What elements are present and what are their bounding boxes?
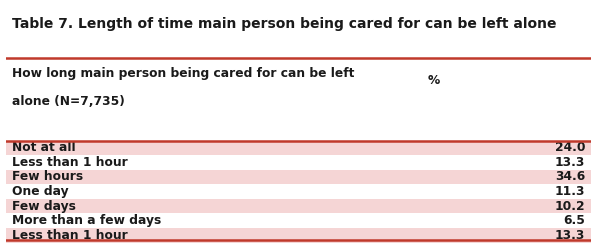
Text: Less than 1 hour: Less than 1 hour [12, 229, 128, 242]
Text: 13.3: 13.3 [555, 156, 585, 169]
Text: 11.3: 11.3 [555, 185, 585, 198]
Text: 6.5: 6.5 [564, 214, 585, 227]
Text: 10.2: 10.2 [555, 200, 585, 213]
Bar [6, 140, 591, 155]
Text: Few days: Few days [12, 200, 76, 213]
Text: More than a few days: More than a few days [12, 214, 161, 227]
Text: How long main person being cared for can be left: How long main person being cared for can… [12, 67, 354, 80]
Text: 13.3: 13.3 [555, 229, 585, 242]
Text: %: % [427, 74, 439, 87]
Text: Less than 1 hour: Less than 1 hour [12, 156, 128, 169]
Text: alone (N=7,735): alone (N=7,735) [12, 95, 125, 108]
Bar [6, 199, 591, 213]
Text: One day: One day [12, 185, 69, 198]
Text: 24.0: 24.0 [555, 141, 585, 154]
Text: Few hours: Few hours [12, 171, 83, 184]
Bar [6, 170, 591, 184]
Text: Not at all: Not at all [12, 141, 75, 154]
Text: 34.6: 34.6 [555, 171, 585, 184]
Text: Table 7. Length of time main person being cared for can be left alone: Table 7. Length of time main person bein… [12, 17, 556, 31]
Bar [6, 228, 591, 243]
